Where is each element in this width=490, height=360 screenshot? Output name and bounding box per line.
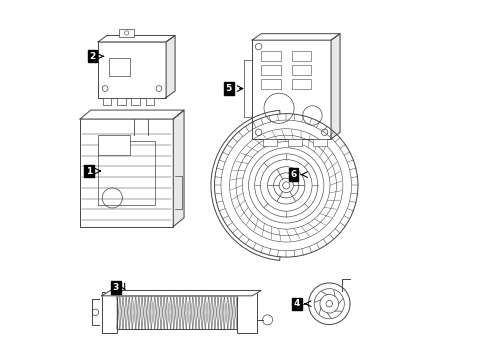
Polygon shape xyxy=(252,34,340,40)
Bar xyxy=(131,98,140,105)
Text: 2: 2 xyxy=(90,52,96,61)
Bar xyxy=(261,78,281,89)
Polygon shape xyxy=(101,291,261,296)
Bar xyxy=(80,119,173,226)
Bar xyxy=(102,98,111,105)
Circle shape xyxy=(326,301,333,307)
Bar xyxy=(292,78,311,89)
Bar xyxy=(98,42,166,98)
Text: 6: 6 xyxy=(290,170,296,179)
Bar xyxy=(109,58,130,76)
Bar xyxy=(117,98,125,105)
Bar xyxy=(98,135,130,155)
Bar xyxy=(263,139,277,146)
Bar xyxy=(261,51,281,61)
Polygon shape xyxy=(173,110,184,226)
Text: 3: 3 xyxy=(113,283,119,292)
Polygon shape xyxy=(80,110,184,119)
Polygon shape xyxy=(166,36,175,98)
Text: 1: 1 xyxy=(86,167,92,176)
Bar xyxy=(101,292,117,333)
Bar xyxy=(288,139,302,146)
Bar xyxy=(120,30,134,37)
Circle shape xyxy=(283,182,290,189)
Bar xyxy=(292,65,311,75)
Bar xyxy=(261,65,281,75)
Bar xyxy=(313,139,327,146)
Bar xyxy=(292,51,311,61)
Bar xyxy=(146,98,154,105)
Text: 5: 5 xyxy=(226,84,232,93)
Polygon shape xyxy=(331,34,340,139)
Bar xyxy=(252,40,331,139)
Bar xyxy=(237,292,257,333)
Text: 4: 4 xyxy=(294,299,300,308)
Polygon shape xyxy=(98,36,175,42)
